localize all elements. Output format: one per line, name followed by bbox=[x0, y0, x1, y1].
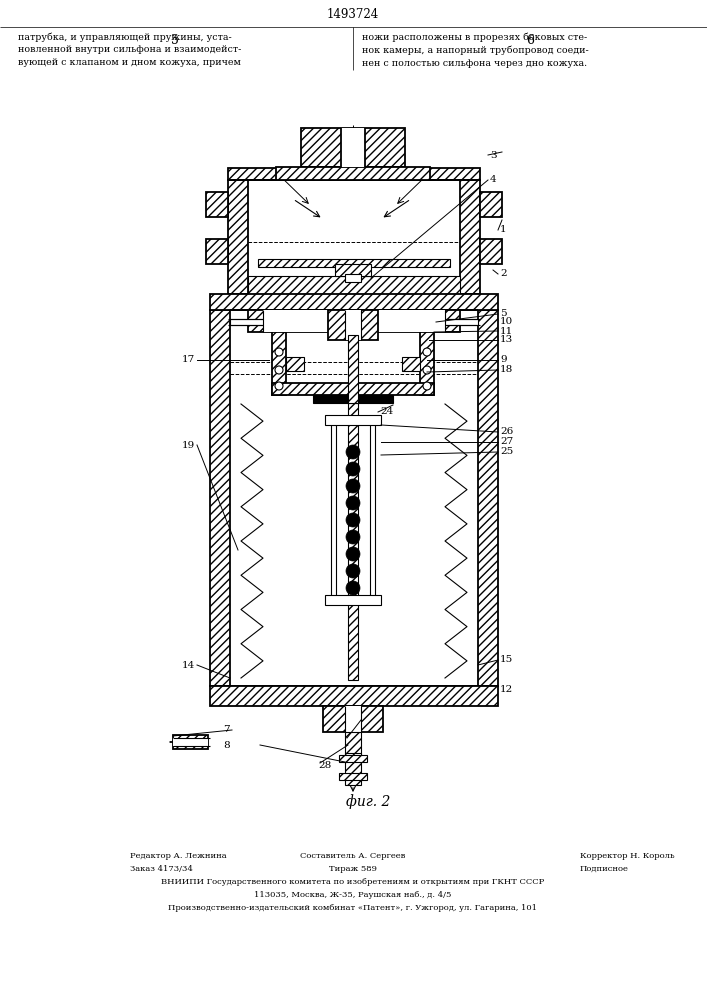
Text: 19: 19 bbox=[182, 440, 195, 450]
Bar bbox=[272, 332, 286, 395]
Bar bbox=[331, 420, 336, 600]
Text: Корректор Н. Король: Корректор Н. Король bbox=[580, 852, 674, 860]
Text: 5: 5 bbox=[500, 310, 507, 318]
Bar bbox=[210, 310, 230, 686]
Text: Тираж 589: Тираж 589 bbox=[329, 865, 377, 873]
Circle shape bbox=[346, 479, 360, 493]
Bar bbox=[478, 310, 498, 686]
Text: 2: 2 bbox=[500, 269, 507, 278]
Text: 26: 26 bbox=[500, 428, 513, 436]
Text: 11: 11 bbox=[500, 326, 513, 336]
Bar bbox=[335, 264, 371, 276]
Bar bbox=[210, 294, 498, 310]
Text: 17: 17 bbox=[182, 356, 195, 364]
Bar bbox=[286, 357, 304, 371]
Bar bbox=[206, 192, 228, 217]
Bar bbox=[345, 274, 361, 282]
Text: 4: 4 bbox=[490, 176, 496, 184]
Bar bbox=[210, 686, 498, 706]
Circle shape bbox=[346, 513, 360, 527]
Text: 13: 13 bbox=[500, 336, 513, 344]
Text: 9: 9 bbox=[500, 356, 507, 364]
Text: 24: 24 bbox=[380, 408, 393, 416]
Text: 15: 15 bbox=[500, 656, 513, 664]
Bar bbox=[228, 180, 248, 294]
Text: 3: 3 bbox=[490, 150, 496, 159]
Bar bbox=[339, 773, 367, 780]
Bar bbox=[328, 310, 378, 340]
Bar bbox=[341, 128, 365, 167]
Bar bbox=[276, 167, 430, 180]
Bar bbox=[348, 335, 358, 403]
Bar bbox=[248, 310, 460, 332]
Text: 28: 28 bbox=[318, 760, 332, 770]
Text: 6: 6 bbox=[526, 33, 534, 46]
Bar bbox=[402, 357, 420, 371]
Text: Подписное: Подписное bbox=[580, 865, 629, 873]
Circle shape bbox=[346, 462, 360, 476]
Bar bbox=[272, 383, 434, 395]
Circle shape bbox=[346, 581, 360, 595]
Bar bbox=[370, 420, 375, 600]
Bar bbox=[258, 259, 450, 267]
Circle shape bbox=[346, 564, 360, 578]
Text: ножи расположены в прорезях боковых сте-
нок камеры, а напорный трубопровод соед: ножи расположены в прорезях боковых сте-… bbox=[362, 32, 589, 68]
Bar bbox=[339, 755, 367, 762]
Bar bbox=[206, 239, 228, 264]
Circle shape bbox=[275, 348, 283, 356]
Text: ВНИИПИ Государственного комитета по изобретениям и открытиям при ГКНТ СССР: ВНИИПИ Государственного комитета по изоб… bbox=[161, 878, 544, 886]
Circle shape bbox=[275, 366, 283, 374]
Circle shape bbox=[346, 530, 360, 544]
Bar bbox=[345, 706, 361, 732]
Text: 18: 18 bbox=[500, 365, 513, 374]
Text: 7: 7 bbox=[223, 726, 230, 734]
Circle shape bbox=[346, 496, 360, 510]
Text: 12: 12 bbox=[500, 686, 513, 694]
Bar bbox=[248, 276, 460, 294]
Text: 25: 25 bbox=[500, 448, 513, 456]
Circle shape bbox=[423, 348, 431, 356]
Bar bbox=[263, 310, 445, 332]
Bar bbox=[345, 732, 361, 760]
Text: фиг. 2: фиг. 2 bbox=[346, 795, 390, 809]
Circle shape bbox=[423, 382, 431, 390]
Text: 8: 8 bbox=[223, 740, 230, 750]
Text: Производственно-издательский комбинат «Патент», г. Ужгород, ул. Гагарина, 101: Производственно-издательский комбинат «П… bbox=[168, 904, 537, 912]
Text: патрубка, и управляющей пружины, уста-
новленной внутри сильфона и взаимодейст-
: патрубка, и управляющей пружины, уста- н… bbox=[18, 32, 241, 67]
Text: 113035, Москва, Ж-35, Раушская наб., д. 4/5: 113035, Москва, Ж-35, Раушская наб., д. … bbox=[255, 891, 452, 899]
Bar bbox=[230, 319, 478, 325]
Bar bbox=[345, 310, 361, 340]
Bar bbox=[345, 753, 361, 785]
Bar bbox=[325, 595, 381, 605]
Text: Составитель А. Сергеев: Составитель А. Сергеев bbox=[300, 852, 406, 860]
Bar bbox=[323, 706, 383, 732]
Text: 1: 1 bbox=[500, 226, 507, 234]
Bar bbox=[348, 400, 358, 680]
Bar bbox=[230, 310, 478, 686]
Circle shape bbox=[423, 366, 431, 374]
Circle shape bbox=[275, 382, 283, 390]
Bar bbox=[420, 332, 434, 395]
Circle shape bbox=[346, 445, 360, 459]
Text: Заказ 4173/34: Заказ 4173/34 bbox=[130, 865, 193, 873]
Text: 27: 27 bbox=[500, 438, 513, 446]
Bar bbox=[173, 738, 208, 746]
Text: 5: 5 bbox=[171, 33, 179, 46]
Bar bbox=[480, 239, 502, 264]
Bar bbox=[460, 180, 480, 294]
Text: 14: 14 bbox=[182, 660, 195, 670]
Circle shape bbox=[346, 547, 360, 561]
Text: 1493724: 1493724 bbox=[327, 8, 379, 21]
Text: Редактор А. Лежнина: Редактор А. Лежнина bbox=[130, 852, 227, 860]
Bar bbox=[248, 180, 460, 294]
Bar bbox=[228, 168, 480, 180]
Text: 16: 16 bbox=[345, 736, 358, 744]
Bar bbox=[325, 415, 381, 425]
Bar bbox=[173, 735, 208, 749]
Text: 10: 10 bbox=[500, 318, 513, 326]
Bar bbox=[313, 395, 393, 403]
Bar bbox=[480, 192, 502, 217]
Bar bbox=[301, 128, 405, 167]
